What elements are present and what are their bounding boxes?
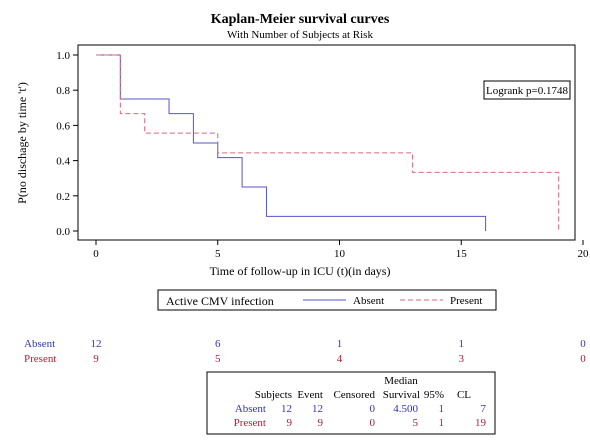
- x-tick-label: 15: [456, 248, 468, 260]
- y-tick-label: 1.0: [56, 50, 70, 62]
- summary-header: Survival: [383, 389, 420, 401]
- at-risk-value: 0: [580, 353, 586, 365]
- y-tick-label: 0.2: [56, 191, 70, 203]
- at-risk-value: 12: [91, 338, 102, 350]
- at-risk-value: 1: [459, 338, 465, 350]
- summary-header: CL: [457, 389, 471, 401]
- summary-header-median: Median: [384, 375, 418, 387]
- survival-curves: [96, 54, 560, 231]
- at-risk-value: 6: [215, 338, 221, 350]
- x-tick-label: 20: [578, 248, 590, 260]
- at-risk-value: 4: [337, 353, 343, 365]
- x-tick-label: 10: [334, 248, 346, 260]
- summary-value: 9: [287, 417, 293, 429]
- y-tick-label: 0.4: [56, 156, 70, 168]
- summary-value: 7: [481, 403, 487, 415]
- summary-value: 1: [439, 403, 445, 415]
- y-tick-label: 0.6: [56, 120, 70, 132]
- y-tick-label: 0.0: [56, 226, 70, 238]
- summary-header: Event: [297, 389, 323, 401]
- x-tick-label: 5: [215, 248, 221, 260]
- at-risk-value: 1: [337, 338, 343, 350]
- summary-value: 1: [439, 417, 445, 429]
- summary-value: 0: [370, 403, 376, 415]
- summary-value: 0: [370, 417, 376, 429]
- at-risk-table: Absent 12 6 1 1 0 Present 9 5 4 3 0: [24, 338, 586, 365]
- at-risk-value: 9: [93, 353, 99, 365]
- at-risk-value: 5: [215, 353, 221, 365]
- y-axis: 0.0 0.2 0.4 0.6 0.8 1.0: [56, 50, 78, 238]
- legend-title: Active CMV infection: [166, 294, 274, 308]
- summary-value: 19: [475, 417, 487, 429]
- summary-table: Median Subjects Event Censored Survival 95% CL…: [206, 371, 496, 435]
- legend-label-present: Present: [450, 295, 482, 307]
- summary-header: Censored: [333, 389, 375, 401]
- summary-row-label: Absent: [235, 403, 266, 415]
- y-axis-label: P(no dischage by time 't'): [15, 82, 29, 204]
- legend-label-absent: Absent: [353, 295, 384, 307]
- logrank-box: Logrank p=0.1748: [483, 80, 571, 100]
- plot-frame: [77, 44, 576, 241]
- chart-subtitle: With Number of Subjects at Risk: [227, 29, 373, 41]
- legend: Active CMV infection Absent Present: [157, 289, 497, 311]
- summary-value: 12: [281, 403, 292, 415]
- x-axis-label: Time of follow-up in ICU (t)(in days): [210, 264, 391, 278]
- x-tick-label: 0: [93, 248, 99, 260]
- summary-header: 95%: [424, 389, 444, 401]
- summary-value: 9: [318, 417, 324, 429]
- summary-box: [206, 371, 496, 435]
- logrank-text: Logrank p=0.1748: [486, 85, 568, 97]
- curve-absent: [96, 54, 487, 231]
- summary-value: 12: [312, 403, 323, 415]
- at-risk-value: 3: [459, 353, 465, 365]
- summary-value: 5: [413, 417, 419, 429]
- summary-value: 4.500: [393, 403, 418, 415]
- x-axis: 0 5 10 15 20: [93, 240, 589, 260]
- chart-title: Kaplan-Meier survival curves: [211, 12, 390, 27]
- y-tick-label: 0.8: [56, 85, 70, 97]
- at-risk-value: 0: [580, 338, 586, 350]
- summary-header: Subjects: [255, 389, 292, 401]
- at-risk-row-label: Absent: [24, 338, 55, 350]
- summary-row-label: Present: [234, 417, 266, 429]
- at-risk-row-label: Present: [24, 353, 56, 365]
- curve-present: [96, 54, 560, 231]
